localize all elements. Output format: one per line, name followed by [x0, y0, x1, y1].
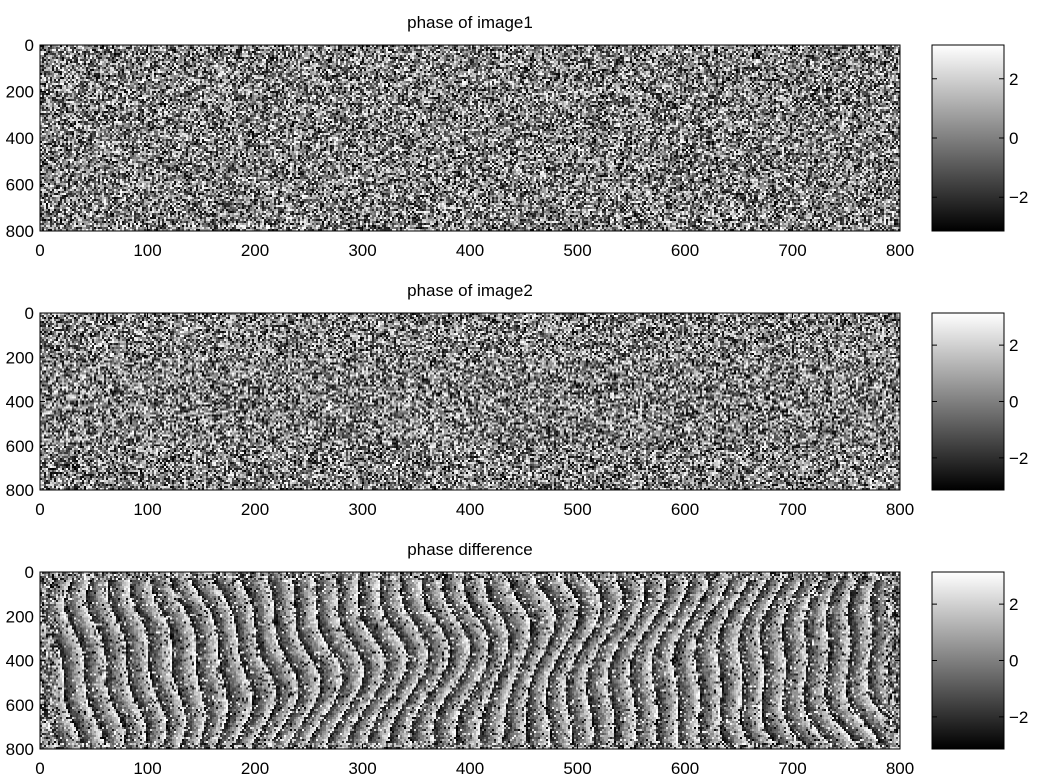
x-tick-label: 0: [35, 241, 44, 260]
subplot-title: phase of image2: [407, 281, 533, 300]
y-tick-label: 0: [25, 304, 34, 323]
x-tick-label: 300: [348, 500, 376, 519]
colorbar-tick-label: 2: [1009, 70, 1018, 89]
x-tick-label: 300: [348, 759, 376, 774]
y-tick-label: 800: [6, 481, 34, 500]
heatmap-image: [40, 313, 900, 490]
y-tick-label: 0: [25, 36, 34, 55]
colorbar: [931, 571, 1005, 750]
colorbar-tick-label: 0: [1009, 393, 1018, 412]
colorbar: [931, 44, 1005, 232]
x-tick-label: 600: [671, 500, 699, 519]
x-tick-label: 100: [133, 500, 161, 519]
y-tick-label: 600: [6, 437, 34, 456]
x-tick-label: 700: [778, 759, 806, 774]
y-tick-label: 600: [6, 176, 34, 195]
x-tick-label: 300: [348, 241, 376, 260]
heatmap-image: [40, 572, 900, 749]
y-tick-label: 200: [6, 83, 34, 102]
colorbar-tick-label: 2: [1009, 336, 1018, 355]
x-tick-label: 400: [456, 241, 484, 260]
y-tick-label: 800: [6, 740, 34, 759]
x-tick-label: 0: [35, 759, 44, 774]
x-tick-label: 800: [886, 759, 914, 774]
y-tick-label: 400: [6, 393, 34, 412]
y-tick-label: 200: [6, 607, 34, 626]
x-tick-label: 500: [563, 500, 591, 519]
y-tick-label: 600: [6, 696, 34, 715]
x-tick-label: 200: [241, 759, 269, 774]
colorbar-tick-label: −2: [1009, 449, 1028, 468]
x-tick-label: 200: [241, 500, 269, 519]
x-tick-label: 100: [133, 241, 161, 260]
y-tick-label: 400: [6, 129, 34, 148]
colorbar-tick-label: 0: [1009, 129, 1018, 148]
y-tick-label: 400: [6, 652, 34, 671]
x-tick-label: 600: [671, 241, 699, 260]
x-tick-label: 400: [456, 500, 484, 519]
x-tick-label: 800: [886, 241, 914, 260]
x-tick-label: 600: [671, 759, 699, 774]
colorbar-tick-label: 2: [1009, 595, 1018, 614]
x-tick-label: 800: [886, 500, 914, 519]
x-tick-label: 200: [241, 241, 269, 260]
colorbar-tick-label: 0: [1009, 652, 1018, 671]
x-tick-label: 400: [456, 759, 484, 774]
y-tick-label: 0: [25, 563, 34, 582]
x-tick-label: 700: [778, 500, 806, 519]
x-tick-label: 500: [563, 241, 591, 260]
colorbar: [931, 312, 1005, 491]
x-tick-label: 700: [778, 241, 806, 260]
x-tick-label: 500: [563, 759, 591, 774]
y-tick-label: 800: [6, 222, 34, 241]
subplot-title: phase difference: [407, 540, 532, 559]
subplot-title: phase of image1: [407, 13, 533, 32]
y-tick-label: 200: [6, 348, 34, 367]
x-tick-label: 100: [133, 759, 161, 774]
x-tick-label: 0: [35, 500, 44, 519]
colorbar-tick-label: −2: [1009, 708, 1028, 727]
heatmap-image: [40, 45, 900, 231]
colorbar-tick-label: −2: [1009, 188, 1028, 207]
